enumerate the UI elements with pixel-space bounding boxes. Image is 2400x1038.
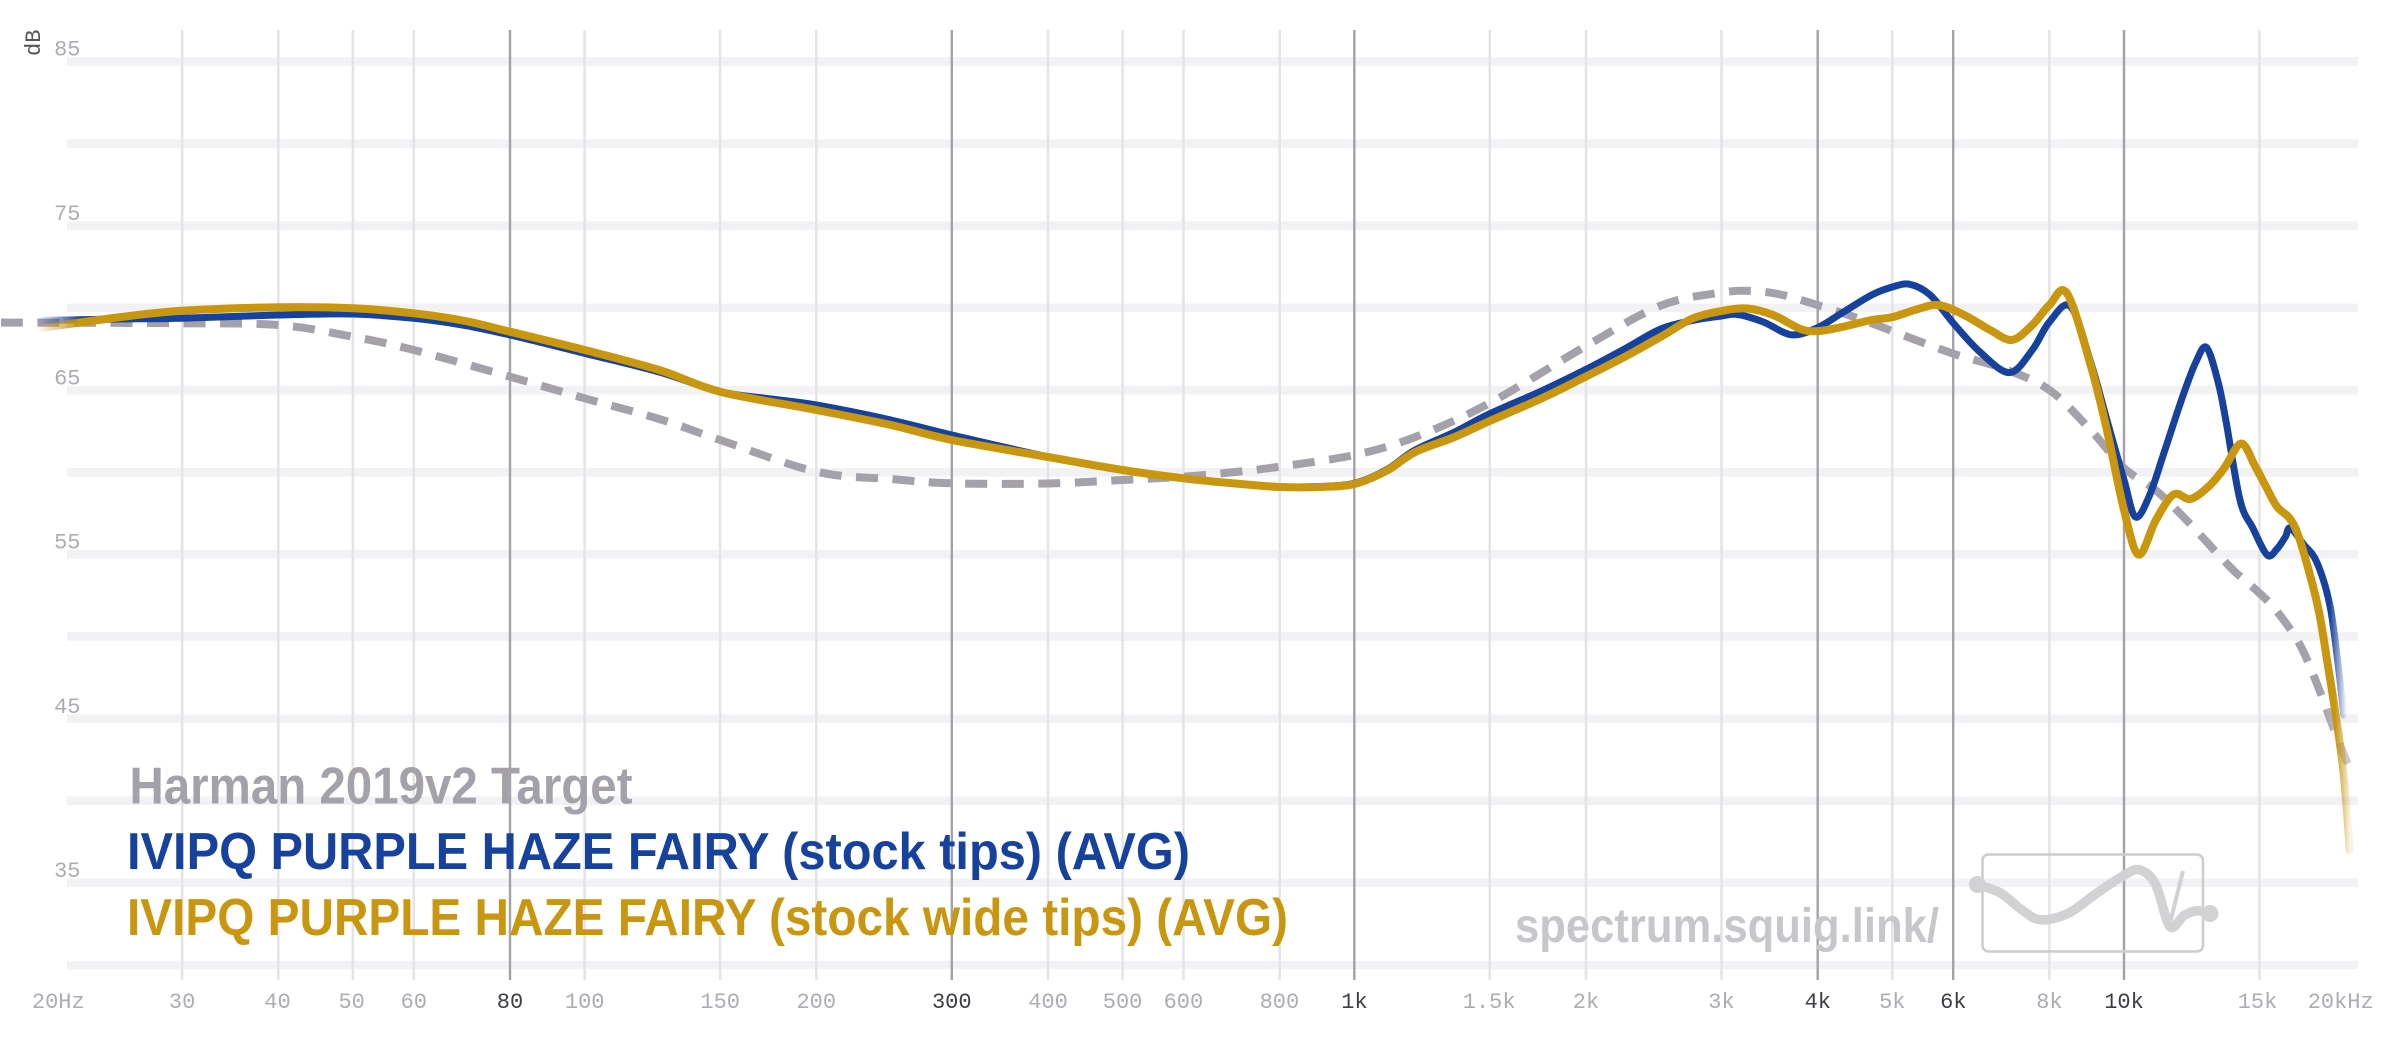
svg-text:50: 50	[338, 990, 364, 1015]
svg-text:Harman 2019v2 Target: Harman 2019v2 Target	[130, 757, 633, 815]
svg-text:300: 300	[932, 990, 972, 1015]
svg-text:spectrum.squig.link/: spectrum.squig.link/	[1515, 900, 1939, 953]
svg-text:800: 800	[1260, 990, 1300, 1015]
svg-text:20kHz: 20kHz	[2308, 990, 2374, 1015]
svg-text:1.5k: 1.5k	[1463, 990, 1516, 1015]
svg-text:1k: 1k	[1341, 990, 1367, 1015]
svg-text:65: 65	[54, 366, 80, 391]
svg-text:45: 45	[54, 695, 80, 720]
svg-text:30: 30	[169, 990, 195, 1015]
svg-text:400: 400	[1028, 990, 1068, 1015]
svg-text:2k: 2k	[1573, 990, 1599, 1015]
svg-text:20Hz: 20Hz	[32, 990, 85, 1015]
svg-text:80: 80	[497, 990, 523, 1015]
svg-text:dB: dB	[22, 30, 47, 56]
svg-text:4k: 4k	[1805, 990, 1831, 1015]
svg-text:5k: 5k	[1879, 990, 1905, 1015]
svg-text:6k: 6k	[1940, 990, 1966, 1015]
svg-text:150: 150	[700, 990, 740, 1015]
svg-text:85: 85	[54, 38, 80, 63]
svg-text:55: 55	[54, 531, 80, 556]
svg-text:35: 35	[54, 859, 80, 884]
svg-text:100: 100	[565, 990, 605, 1015]
svg-text:60: 60	[401, 990, 427, 1015]
svg-text:600: 600	[1164, 990, 1204, 1015]
svg-text:40: 40	[264, 990, 290, 1015]
svg-text:IVIPQ PURPLE HAZE FAIRY (stock: IVIPQ PURPLE HAZE FAIRY (stock tips) (AV…	[127, 822, 1190, 880]
svg-text:15k: 15k	[2238, 990, 2278, 1015]
svg-text:500: 500	[1103, 990, 1143, 1015]
svg-text:75: 75	[54, 202, 80, 227]
svg-text:200: 200	[796, 990, 836, 1015]
svg-text:IVIPQ PURPLE HAZE FAIRY (stock: IVIPQ PURPLE HAZE FAIRY (stock wide tips…	[127, 888, 1288, 946]
svg-text:3k: 3k	[1708, 990, 1734, 1015]
svg-text:8k: 8k	[2036, 990, 2062, 1015]
svg-text:10k: 10k	[2104, 990, 2144, 1015]
